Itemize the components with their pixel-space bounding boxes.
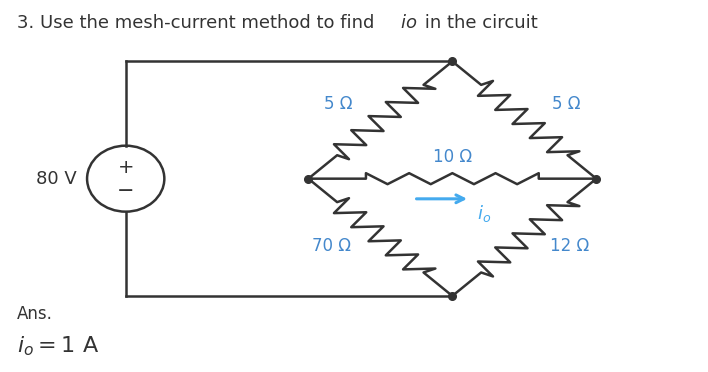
Text: $i_o$: $i_o$ xyxy=(477,203,491,224)
Text: 70 Ω: 70 Ω xyxy=(312,237,350,256)
Text: 5 Ω: 5 Ω xyxy=(552,94,581,113)
Text: 10 Ω: 10 Ω xyxy=(433,148,472,166)
Text: Ans.: Ans. xyxy=(17,305,52,323)
Text: $\it{io}$: $\it{io}$ xyxy=(399,14,417,32)
Text: 3. Use the mesh-current method to find: 3. Use the mesh-current method to find xyxy=(17,14,380,32)
Text: +: + xyxy=(118,158,134,177)
Text: −: − xyxy=(117,182,135,202)
Text: $\it{i}_o = 1\ \mathrm{A}$: $\it{i}_o = 1\ \mathrm{A}$ xyxy=(17,334,99,358)
Text: 5 Ω: 5 Ω xyxy=(324,94,353,113)
Text: 80 V: 80 V xyxy=(36,170,76,187)
Text: 12 Ω: 12 Ω xyxy=(550,237,590,256)
Text: in the circuit: in the circuit xyxy=(419,14,538,32)
